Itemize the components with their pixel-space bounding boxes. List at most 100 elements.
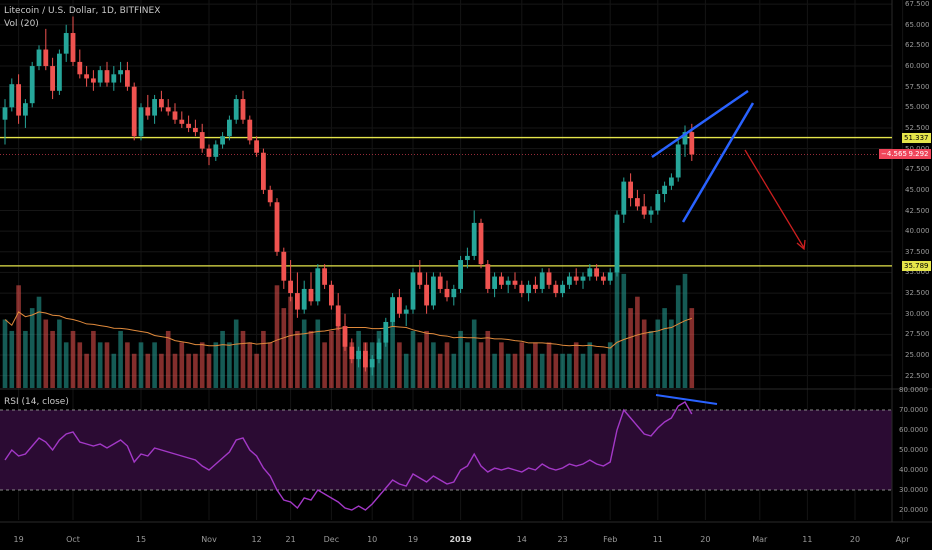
time-tick-label: Apr: [895, 535, 910, 544]
volume-bar: [342, 330, 348, 388]
time-tick-label: 11: [652, 535, 663, 544]
candle-body: [213, 144, 219, 157]
candle-body: [131, 86, 137, 137]
candle-body: [363, 350, 368, 368]
candle-body: [641, 206, 647, 215]
volume-bar: [165, 330, 171, 388]
candle-body: [70, 33, 76, 62]
volume-bar: [403, 353, 409, 388]
volume-bar: [499, 342, 504, 388]
time-tick-label: 20: [700, 535, 711, 544]
time-tick-label: Oct: [66, 535, 80, 544]
candle-body: [288, 280, 293, 294]
volume-bar: [641, 319, 647, 388]
volume-ma-line: [4, 311, 692, 349]
price-tick-label: 35.000: [905, 268, 930, 277]
candle-body: [560, 284, 565, 294]
volume-bar: [57, 319, 62, 388]
rsi-tick-label: 30.0000: [899, 486, 928, 494]
candle-body: [431, 276, 436, 306]
candle-body: [308, 288, 314, 302]
price-tick-label: 50.000: [905, 145, 930, 153]
time-tick-label: 14: [516, 535, 527, 544]
candle-body: [478, 222, 484, 265]
candle-body: [240, 99, 246, 120]
volume-bar: [431, 342, 436, 388]
candle-body: [594, 268, 599, 277]
candle-body: [349, 346, 355, 360]
candle-body: [587, 268, 593, 277]
time-tick-label: 11: [802, 535, 813, 544]
time-tick-label: 10: [367, 535, 378, 544]
candle-body: [91, 78, 96, 83]
candle-body: [471, 222, 477, 256]
time-tick-label: 20: [849, 535, 861, 544]
volume-bar: [546, 342, 552, 388]
candle-body: [675, 144, 681, 178]
volume-bar: [648, 330, 654, 388]
candle-body: [526, 284, 531, 294]
candle-body: [601, 276, 606, 281]
time-tick-label: 15: [135, 535, 147, 544]
candle-body: [567, 276, 572, 285]
volume-bar: [172, 353, 178, 388]
volume-bar: [23, 330, 28, 388]
volume-bar: [669, 319, 674, 388]
candle-body: [152, 99, 157, 116]
candle-body: [444, 288, 450, 298]
candle-body: [410, 272, 416, 310]
volume-bar: [254, 353, 259, 388]
volume-bar: [601, 353, 606, 388]
candle-body: [533, 284, 538, 289]
rsi-tick-label: 40.0000: [899, 466, 928, 474]
candle-body: [465, 255, 470, 261]
volume-bar: [118, 330, 123, 388]
volume-bar: [301, 319, 307, 388]
volume-bar: [295, 330, 300, 388]
volume-bar: [240, 330, 246, 388]
volume-bar: [410, 330, 416, 388]
candle-body: [145, 107, 151, 116]
candle-body: [172, 111, 178, 120]
price-tick-label: 27.500: [905, 330, 930, 339]
candle-body: [104, 70, 110, 83]
price-tick-label: 55.000: [905, 103, 930, 112]
candle-body: [206, 148, 212, 157]
volume-bar: [553, 353, 559, 388]
price-tick-label: 37.500: [905, 247, 930, 256]
time-tick-label: 21: [285, 535, 296, 544]
volume-bar: [29, 308, 35, 388]
candle-body: [403, 309, 409, 314]
candle-body: [193, 127, 198, 133]
time-tick-label: Dec: [323, 535, 340, 544]
volume-bar: [349, 342, 355, 388]
volume-bar: [97, 342, 103, 388]
volume-bar: [50, 330, 55, 388]
candle-body: [227, 119, 232, 137]
price-tick-label: 52.500: [905, 123, 930, 132]
candle-body: [492, 276, 497, 289]
volume-bar: [451, 353, 457, 388]
time-tick-label: 23: [557, 535, 568, 544]
volume-bar: [437, 353, 443, 388]
volume-bar: [417, 342, 423, 388]
volume-bar: [322, 342, 327, 388]
wedge-upper-trendline: [651, 89, 749, 159]
last-price-tag: 49.292: [902, 149, 931, 160]
volume-bar: [587, 342, 593, 388]
candle-body: [580, 276, 586, 281]
candle-body: [138, 107, 144, 137]
volume-bar: [519, 342, 525, 388]
volume-bar: [63, 342, 69, 388]
volume-bar: [390, 319, 395, 388]
candle-body: [9, 84, 15, 108]
volume-bar: [91, 330, 96, 388]
candle-body: [186, 123, 191, 128]
volume-bar: [179, 342, 185, 388]
volume-bar: [227, 342, 232, 388]
volume-bar: [213, 342, 219, 388]
price-change-tag: −4.565: [879, 149, 909, 160]
candle-body: [159, 99, 164, 108]
